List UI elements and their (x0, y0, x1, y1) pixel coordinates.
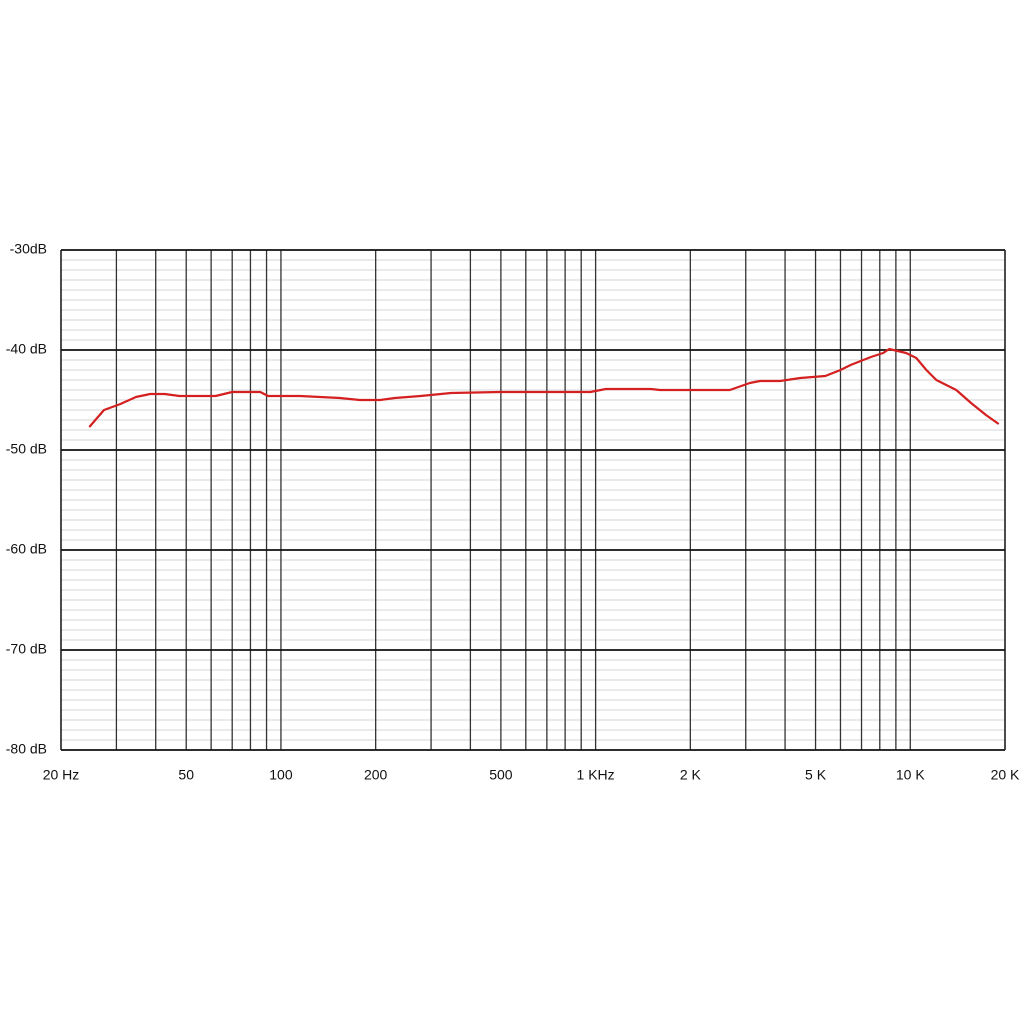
x-tick-label: 2 K (680, 767, 702, 783)
x-tick-label: 200 (364, 767, 388, 783)
x-tick-label: 5 K (805, 767, 827, 783)
y-tick-label: -50 dB (6, 441, 47, 457)
response-line (88, 347, 1000, 428)
x-tick-label: 500 (489, 767, 513, 783)
x-tick-label: 20 Hz (43, 767, 80, 783)
y-tick-label: -60 dB (6, 541, 47, 557)
y-tick-label: -30dB (10, 241, 47, 257)
y-tick-label: -70 dB (6, 641, 47, 657)
x-tick-label: 100 (269, 767, 293, 783)
x-tick-label: 1 KHz (577, 767, 615, 783)
x-tick-label: 50 (178, 767, 194, 783)
x-tick-label: 20 K (991, 767, 1020, 783)
y-tick-label: -80 dB (6, 741, 47, 757)
y-tick-label: -40 dB (6, 341, 47, 357)
x-tick-label: 10 K (896, 767, 925, 783)
